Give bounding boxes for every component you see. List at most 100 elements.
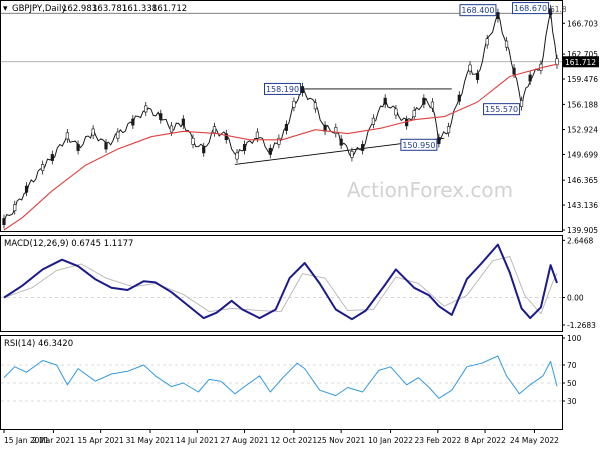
candle-body: [212, 126, 217, 134]
macd-line: [3, 243, 558, 321]
price-annotation-box: [459, 4, 497, 17]
price-axis-tick-label: 152.924: [567, 126, 598, 135]
current-price-label: 161.712: [565, 58, 596, 67]
candle-body: [235, 152, 239, 160]
candle-body: [422, 97, 426, 105]
candle-body: [76, 144, 80, 151]
macd-title: MACD(12,26,9) 0.6745 1.1177: [4, 239, 133, 249]
x-tick-label: 27 Aug 2021: [221, 436, 269, 445]
price-annotation-label: 150.950: [402, 141, 435, 150]
macd-panel-frame: [0, 235, 563, 332]
candle-body: [446, 126, 451, 134]
rsi-title: RSI(14) 46.3420: [4, 339, 73, 349]
candle-body: [277, 137, 281, 145]
ohlc-low: 161.338: [122, 4, 157, 14]
macd-axis: 2.6468 0.00 -1.2683: [562, 236, 596, 330]
current-price-marker: [563, 56, 599, 68]
candle-body: [548, 8, 553, 16]
candle-body: [519, 100, 524, 107]
x-tick-label: 25 Nov 2021: [317, 436, 365, 445]
candle-body: [334, 127, 338, 134]
price-title-icon: ▾: [3, 4, 8, 14]
watermark: ActionForex.com: [347, 178, 513, 202]
candle-body: [339, 138, 343, 146]
candle-body: [475, 73, 480, 80]
x-tick-label: 8 Apr 2022: [464, 436, 506, 445]
price-annotation-box: [400, 138, 438, 151]
price-series-layer: [2, 4, 559, 231]
macd-axis-tick-label: 0.00: [567, 294, 584, 303]
candle-body: [430, 101, 435, 109]
price-axis-tick-label: 146.365: [567, 176, 598, 185]
price-annotation-label: 155.570: [485, 105, 518, 114]
candle-body: [528, 74, 532, 82]
candle-body: [104, 142, 108, 150]
candle-body: [496, 12, 500, 19]
price-annotation-box: [512, 2, 550, 15]
ohlc-open: 162.983: [62, 4, 97, 14]
candle-body: [437, 137, 441, 144]
price-title: GBPJPY,Daily: [12, 4, 66, 14]
candle-body: [144, 105, 148, 113]
candle-body: [24, 185, 29, 193]
candle-body: [405, 119, 409, 127]
candle-body: [512, 67, 516, 75]
candle-body: [292, 100, 296, 108]
candle-body: [485, 38, 489, 46]
price-annotation-box: [483, 103, 521, 116]
candle-body: [555, 58, 559, 66]
macd-axis-tick-label: 2.6468: [567, 236, 593, 245]
fib-level-label: 61.8: [550, 5, 567, 14]
rsi-line: [3, 355, 558, 399]
candle-body: [131, 118, 135, 126]
candle-body: [412, 110, 416, 117]
candle-body: [383, 97, 387, 105]
candle-body: [255, 131, 260, 139]
candle-body: [224, 133, 228, 141]
candle-body: [2, 218, 6, 225]
x-tick-label: 24 May 2022: [510, 436, 559, 445]
x-tick-label: 15 Apr 2021: [77, 436, 124, 445]
candle-body: [191, 137, 195, 145]
candle-body: [50, 154, 54, 161]
rsi-series-layer: [3, 355, 558, 399]
candle-body: [394, 108, 398, 116]
candle-body: [181, 118, 185, 126]
price-annotations: 168.400 168.670 158.190 150.950 155.570 61.8: [264, 2, 567, 151]
macd-series-layer: [3, 243, 558, 321]
price-panel-frame: [0, 0, 563, 232]
x-tick-label: 10 Jan 2022: [368, 436, 413, 445]
rsi-axis-tick-label: 30: [567, 397, 577, 406]
candle-body: [468, 64, 472, 72]
price-axis-tick-label: 149.699: [567, 150, 598, 159]
price-axis-tick-label: 162.705: [567, 50, 598, 59]
price-axis-tick-label: 159.476: [567, 75, 598, 84]
candle-body: [202, 146, 206, 154]
price-axis-tick-label: 139.905: [567, 226, 598, 235]
candle-body: [41, 164, 45, 171]
price-annotation-box: [264, 82, 302, 95]
x-tick-label: 2 Mar 2021: [32, 436, 75, 445]
moving-average-line: [3, 63, 558, 231]
rsi-axis-tick-label: 70: [567, 361, 577, 370]
price-axis-tick-label: 156.188: [567, 100, 598, 109]
candle-body: [91, 128, 95, 136]
candle-body: [371, 117, 375, 125]
x-tick-label: 23 Feb 2022: [414, 436, 461, 445]
macd-axis-tick-label: -1.2683: [567, 321, 596, 330]
candle-body: [457, 94, 461, 102]
candle-body: [300, 86, 305, 94]
price-axis-tick-label: 166.703: [567, 19, 598, 28]
price-annotation-label: 168.400: [461, 6, 494, 15]
candle-body: [116, 131, 120, 139]
ohlc-close: 161.712: [152, 4, 187, 14]
candle-body: [313, 102, 317, 110]
rsi-axis-tick-label: 100: [567, 334, 582, 343]
rsi-axis: 100 70 50 30: [562, 334, 582, 406]
price-annotation-label: 168.670: [514, 4, 547, 13]
x-tick-label: 31 May 2021: [126, 436, 175, 445]
price-axis: 166.703 162.705 159.476 156.188 152.924 149.6…: [562, 19, 599, 235]
candle-body: [504, 40, 509, 48]
